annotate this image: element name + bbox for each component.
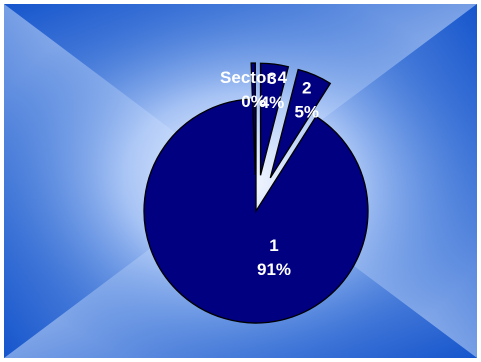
pie-slice-1 [143,98,369,324]
slice-label-2: 2 5% [294,79,319,122]
slice-label-3: 3 4% [260,69,285,112]
slice-label-sector-4: Sector 4 0% [220,68,288,111]
pie-slice-sector-4 [250,62,256,176]
slice-label-1: 1 91% [257,236,291,279]
pie-slice-3 [259,62,290,176]
pie-slice-2 [269,68,332,179]
